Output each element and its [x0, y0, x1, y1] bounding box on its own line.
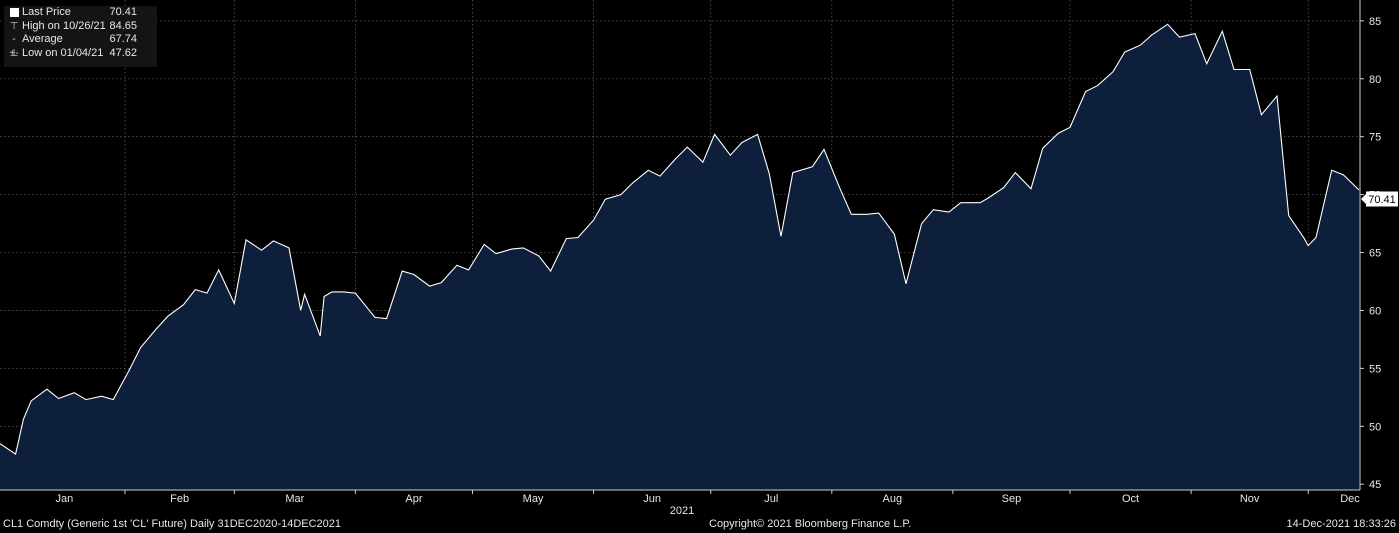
legend-high: ⊤ High on 10/26/21 84.65 — [9, 19, 137, 32]
x-tick-label: Oct — [1122, 493, 1139, 505]
svg-text:70.41: 70.41 — [1368, 194, 1396, 206]
x-tick-label: Jul — [764, 493, 778, 505]
y-tick-label: 65 — [1369, 248, 1381, 260]
legend-last-price: Last Price 70.41 — [4, 6, 157, 20]
footer-timestamp: 14-Dec-2021 18:33:26 — [1286, 518, 1396, 530]
y-tick-label: 60 — [1369, 305, 1381, 317]
x-tick-label: Aug — [883, 493, 903, 505]
x-tick-label: Nov — [1240, 493, 1260, 505]
x-axis: Jan Feb Mar Apr May Jun Jul Aug Sep Oct Nov Dec — [0, 489, 1360, 505]
average-marker-icon: -+- — [9, 34, 19, 59]
price-area-fill — [0, 24, 1359, 491]
legend-square-icon — [8, 6, 20, 22]
y-tick-label: 45 — [1369, 479, 1381, 491]
x-tick-label: Feb — [170, 493, 189, 505]
x-tick-label: Jun — [643, 493, 661, 505]
high-marker-icon: ⊤ — [9, 20, 19, 32]
year-label: 2021 — [670, 505, 694, 517]
legend-low: ⊥ Low on 01/04/21 47.62 — [9, 46, 137, 59]
price-line — [0, 23, 1360, 456]
y-tick-label: 50 — [1369, 421, 1381, 433]
x-tick-label: Apr — [405, 493, 422, 505]
x-tick-label: May — [523, 493, 544, 505]
footer-copyright: Copyright© 2021 Bloomberg Finance L.P. — [709, 518, 912, 530]
y-axis: 455055606570758085 — [1359, 0, 1381, 491]
y-tick-label: 55 — [1369, 363, 1381, 375]
last-price-tag: 70.41 — [1361, 191, 1398, 207]
footer-security-description: CL1 Comdty (Generic 1st 'CL' Future) Dai… — [3, 518, 342, 530]
x-tick-label: Jan — [56, 493, 74, 505]
legend-average: -+- Average 67.74 — [9, 33, 137, 59]
x-tick-label: Dec — [1340, 493, 1360, 505]
y-tick-label: 75 — [1369, 132, 1381, 144]
low-marker-icon: ⊥ — [9, 47, 19, 59]
y-tick-label: 80 — [1369, 74, 1381, 86]
legend: Last Price 70.41 ⊤ High on 10/26/21 84.6… — [4, 6, 157, 67]
y-tick-label: 85 — [1369, 16, 1381, 28]
x-tick-label: Sep — [1002, 493, 1022, 505]
x-tick-label: Mar — [285, 493, 304, 505]
